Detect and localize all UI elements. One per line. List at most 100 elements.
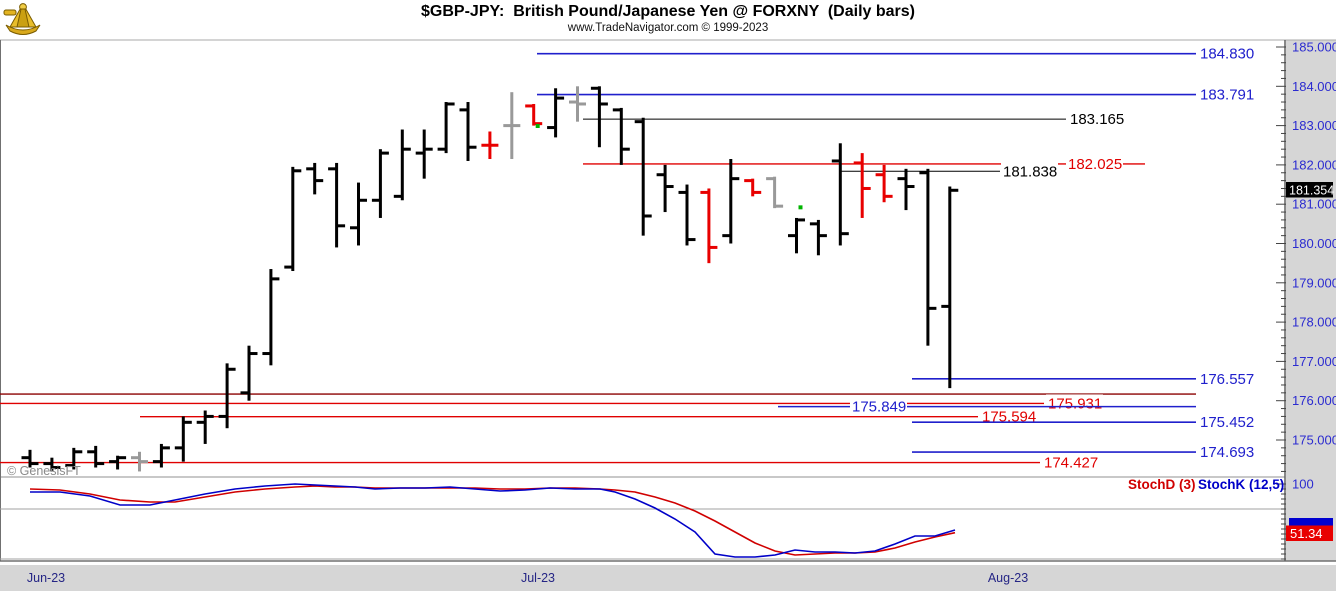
open-tick [875,173,884,177]
date-axis-label: Jun-23 [27,571,65,585]
price-bar [904,168,908,211]
price-tick-label: 176.000 [1292,393,1336,408]
sr-label-backing [1001,162,1058,179]
close-tick [52,466,61,470]
price-bar [466,102,470,161]
sr-line-label: 175.931 [1048,395,1102,412]
open-tick [218,414,227,418]
close-tick [818,234,827,238]
open-tick [547,126,556,130]
price-bar [225,363,229,429]
open-tick [590,86,599,90]
price-bar [488,131,492,160]
genesis-watermark: © GenesisFT [7,464,81,478]
close-tick [599,102,608,106]
open-tick [722,234,731,238]
sr-line-label: 176.557 [1200,371,1254,388]
price-bar [159,443,163,468]
close-tick [161,446,170,450]
stoch-k-line [30,483,956,558]
price-bar [203,410,207,444]
open-tick [941,304,950,308]
close-tick [315,179,324,183]
price-bar [247,345,251,401]
open-tick [262,352,271,356]
price-bar [948,186,952,389]
price-bar [816,219,820,256]
date-axis-label: Aug-23 [988,571,1028,585]
price-bar [729,159,733,244]
price-bar [116,455,120,470]
price-bar [72,447,76,470]
last-price-badge [1286,182,1333,198]
open-tick [371,198,380,202]
stoch-k-legend: StochK (12,5) [1198,477,1284,492]
price-bar [50,457,54,472]
price-bar [707,188,711,264]
close-tick [862,186,871,190]
open-tick [656,173,665,177]
price-bar [795,217,798,254]
close-tick [205,414,214,418]
open-tick [678,190,687,194]
price-bar [619,107,623,165]
close-tick [271,277,280,281]
close-tick [30,462,39,466]
signal-dot [535,123,540,128]
price-bar [94,445,98,468]
sr-line-label: 174.693 [1200,444,1254,461]
open-tick [109,460,118,464]
price-bar [181,416,185,462]
open-tick [481,143,490,147]
sr-line-label: 174.427 [1044,455,1098,472]
price-bar [291,166,295,272]
close-tick [709,245,718,249]
price-bar [269,269,273,366]
price-bar [860,153,864,218]
price-tick-label: 185.000 [1292,40,1336,55]
open-tick [415,151,424,155]
sr-line-label: 183.165 [1070,111,1124,128]
price-bar [751,178,755,197]
close-tick [118,456,127,460]
genesis-logo-icon [3,2,41,35]
stoch-d-badge [1286,525,1333,541]
close-tick [74,450,83,454]
close-tick [534,122,543,126]
close-tick [227,367,236,371]
price-bar [641,117,645,236]
close-tick [96,462,105,466]
sr-label-backing [1042,453,1099,470]
price-tick-label: 181.000 [1292,197,1336,212]
price-bar [773,176,777,209]
date-axis-label: Jul-23 [521,571,555,585]
open-tick [919,171,928,175]
sr-line-label: 184.830 [1200,46,1254,63]
sr-line-label: 175.594 [982,409,1036,426]
close-tick [687,238,696,242]
price-tick-label: 177.000 [1292,354,1336,369]
price-bar [663,164,667,213]
close-tick [249,352,258,356]
close-tick [578,102,586,106]
open-tick [21,456,30,460]
price-bar [510,92,514,160]
close-tick [731,177,740,181]
price-axis-gutter [1286,40,1336,561]
price-bar [597,86,601,148]
open-tick [306,167,315,171]
price-bar [422,129,426,179]
close-tick [490,143,499,147]
open-tick [196,420,205,424]
close-tick [775,204,784,208]
price-bar [28,449,32,468]
price-bar [685,184,689,246]
chart-subtitle: www.TradeNavigator.com © 1999-2023 [567,22,769,34]
close-tick [797,218,805,222]
sr-label-backing [1068,110,1125,127]
close-tick [753,190,762,194]
stoch-d-line [29,485,956,556]
open-tick [809,222,818,226]
price-bar [554,88,558,138]
